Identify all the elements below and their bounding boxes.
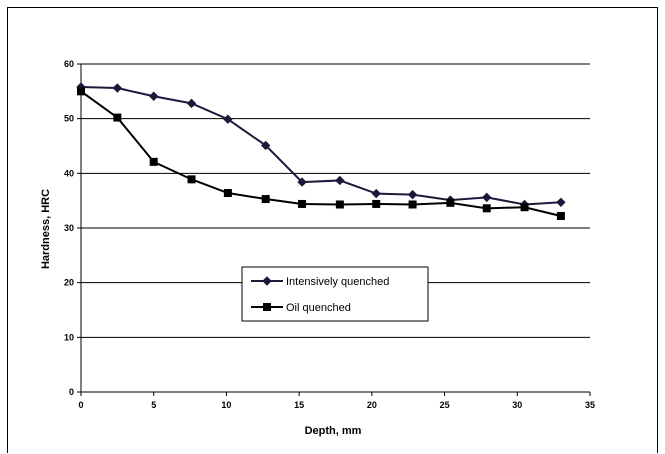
y-tick-label: 60 <box>64 59 74 69</box>
axes: 0 10 20 30 40 50 60 0 5 10 15 20 25 30 35 <box>64 59 595 410</box>
y-tick-label: 50 <box>64 114 74 124</box>
data-point <box>186 98 197 109</box>
data-point <box>407 189 418 200</box>
data-point <box>77 87 85 96</box>
data-point <box>298 199 307 208</box>
data-point <box>482 204 491 213</box>
legend-box <box>241 266 429 322</box>
data-point <box>371 188 381 199</box>
data-point <box>223 189 232 198</box>
legend-item: Oil quenched <box>251 302 351 314</box>
legend-item: Intensively quenched <box>251 276 389 288</box>
y-tick-label: 10 <box>64 332 74 342</box>
data-point <box>149 157 158 166</box>
data-point <box>113 113 122 122</box>
data-point <box>112 83 123 93</box>
y-tick-label: 20 <box>64 278 74 288</box>
y-tick-label: 40 <box>64 168 74 178</box>
data-point <box>149 91 159 101</box>
y-tick-label: 30 <box>64 223 74 233</box>
chart-area <box>7 7 658 453</box>
x-tick-label: 10 <box>221 400 231 410</box>
x-tick-label: 30 <box>512 400 522 410</box>
data-point <box>335 175 345 186</box>
x-axis-title: Depth, mm <box>305 425 362 437</box>
x-tick-label: 20 <box>367 400 377 410</box>
legend-marker <box>263 303 271 311</box>
data-point <box>261 195 270 204</box>
data-point <box>482 192 492 203</box>
data-point <box>187 175 196 184</box>
data-point <box>260 140 271 151</box>
legend-label: Intensively quenched <box>286 276 389 288</box>
data-point <box>556 211 565 220</box>
data-point <box>335 200 344 209</box>
data-point <box>556 197 566 208</box>
x-tick-label: 5 <box>151 400 156 410</box>
data-point <box>372 199 381 208</box>
data-point <box>223 114 233 124</box>
legend: Intensively quenched Oil quenched <box>241 266 429 322</box>
x-tick-label: 0 <box>78 400 83 410</box>
x-tick-label: 25 <box>440 400 450 410</box>
series-line <box>80 90 562 217</box>
series-0 <box>76 82 566 210</box>
x-tick-label: 15 <box>294 400 304 410</box>
x-tick-label: 35 <box>585 400 595 410</box>
y-tick-label: 0 <box>69 387 74 397</box>
series-layer <box>76 82 566 220</box>
data-point <box>520 203 529 212</box>
legend-marker <box>262 276 272 286</box>
series-line <box>80 85 561 206</box>
series-1 <box>77 87 565 220</box>
data-point <box>446 198 455 207</box>
data-point <box>297 177 307 187</box>
y-axis-title: Hardness, HRC <box>40 189 52 269</box>
legend-label: Oil quenched <box>286 302 351 314</box>
data-point <box>408 200 417 209</box>
